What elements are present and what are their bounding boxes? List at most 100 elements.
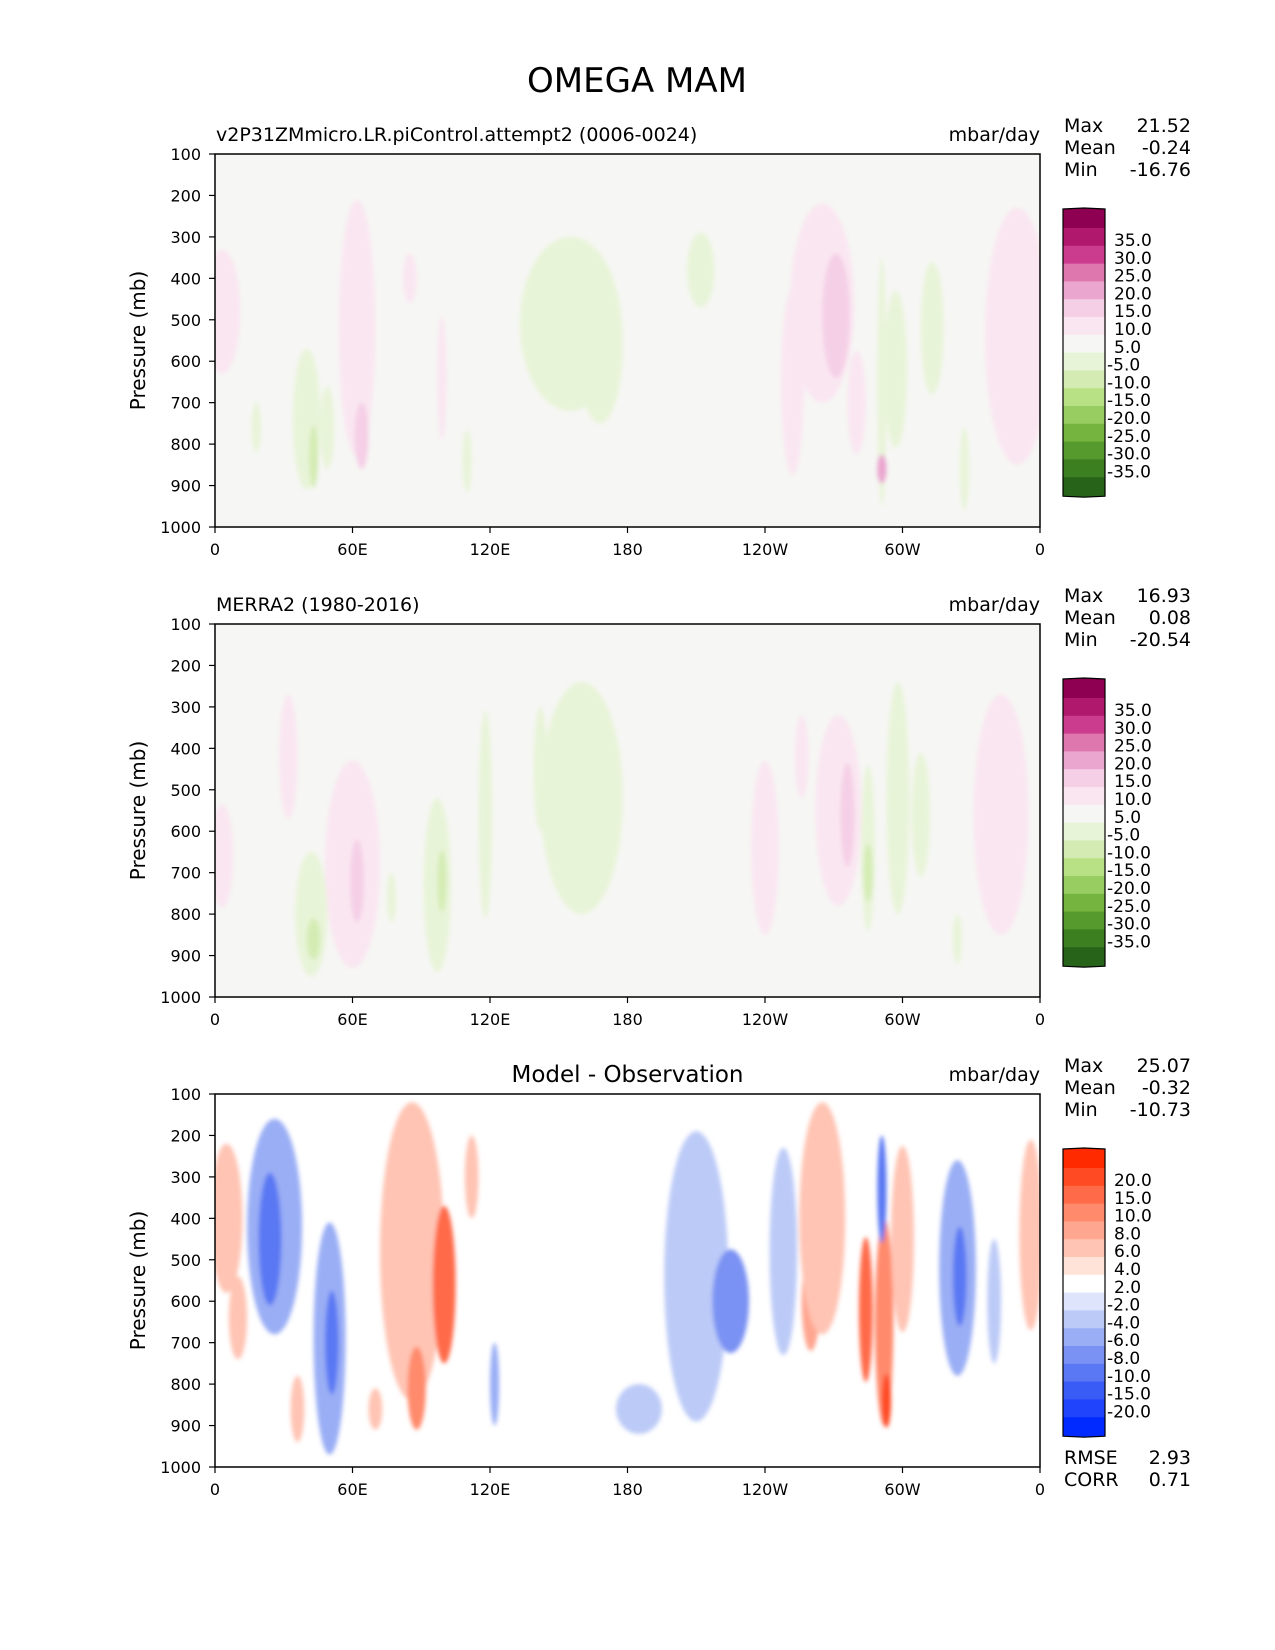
colorbar-tick-label: -25.0 <box>1107 897 1151 917</box>
colorbar-tick-label: 20.0 <box>1114 284 1152 304</box>
x-tick-label: 0 <box>1035 1480 1045 1499</box>
colorbar-segment <box>1063 733 1105 752</box>
y-tick-label: 600 <box>170 352 201 371</box>
contour-region <box>308 425 319 488</box>
y-tick-label: 600 <box>170 1292 201 1311</box>
contour-region <box>228 1276 248 1360</box>
contour-region <box>815 715 862 906</box>
colorbar-segment <box>1063 1185 1105 1205</box>
colorbar-tick-label: 2.0 <box>1114 1278 1141 1298</box>
contour-region <box>952 914 963 964</box>
colorbar-tick-label: -10.0 <box>1107 843 1151 863</box>
colorbar-outline <box>1062 207 1106 498</box>
x-tick-label: 60E <box>337 540 367 559</box>
colorbar-tick-label: -35.0 <box>1107 462 1151 482</box>
colorbar-segment <box>1063 459 1105 478</box>
panel-test: v2P31ZMmicro.LR.piControl.attempt2 (0006… <box>126 115 1191 559</box>
contour-region <box>769 1147 798 1356</box>
y-tick-label: 400 <box>170 1209 201 1228</box>
x-tick-label: 60E <box>337 1480 367 1499</box>
units-label: mbar/day <box>949 594 1040 616</box>
stat-label: Mean <box>1064 607 1116 629</box>
contour-region <box>1019 1139 1040 1331</box>
colorbar-tick-label: 15.0 <box>1114 772 1152 792</box>
stat-value: 21.52 <box>1137 115 1191 137</box>
colorbar-segment <box>1063 441 1105 460</box>
panels: v2P31ZMmicro.LR.piControl.attempt2 (0006… <box>126 115 1191 1499</box>
colorbar-segment <box>1063 1203 1105 1222</box>
units-label: mbar/day <box>949 124 1040 146</box>
x-tick-label: 180 <box>612 1480 643 1499</box>
figure-title: OMEGA MAM <box>527 61 747 101</box>
y-tick-label: 600 <box>170 822 201 841</box>
contour-region <box>664 1131 729 1422</box>
colorbar-segment <box>1063 1328 1105 1347</box>
y-tick-label: 800 <box>170 1375 201 1394</box>
colorbar-tick-label: 20.0 <box>1114 1171 1152 1191</box>
contour-region <box>490 1342 500 1426</box>
contour-region <box>215 804 234 908</box>
panel-title: MERRA2 (1980-2016) <box>216 594 420 616</box>
x-tick-label: 120E <box>470 1010 511 1029</box>
colorbar-tick-label: 6.0 <box>1114 1242 1141 1262</box>
colorbar-tick-label: 8.0 <box>1114 1224 1141 1244</box>
y-tick-label: 1000 <box>160 1458 201 1477</box>
stat-value: -0.32 <box>1142 1077 1191 1099</box>
contour-region <box>881 1373 892 1428</box>
colorbar-tick-label: 25.0 <box>1114 267 1152 287</box>
colorbar-segment <box>1063 787 1105 806</box>
colorbar-segment <box>1063 804 1105 824</box>
contour-region <box>847 350 866 455</box>
stat-value: -20.54 <box>1130 629 1191 651</box>
stat-value: 16.93 <box>1137 585 1191 607</box>
colorbar-tick-label: 5.0 <box>1114 808 1141 828</box>
contour-region <box>478 711 493 919</box>
colorbar-tick-label: -4.0 <box>1107 1313 1140 1333</box>
stat-label: Max <box>1064 1055 1103 1077</box>
y-axis-label: Pressure (mb) <box>126 741 150 881</box>
contour-region <box>886 682 910 915</box>
colorbar-tick-label: -8.0 <box>1107 1349 1140 1369</box>
contour-region <box>863 843 873 902</box>
colorbar-segment <box>1063 769 1105 788</box>
x-tick-label: 120W <box>742 1480 789 1499</box>
x-tick-label: 0 <box>210 1010 220 1029</box>
stat-value: -10.73 <box>1130 1099 1191 1121</box>
colorbar-tick-label: -15.0 <box>1107 1385 1151 1405</box>
colorbar-tick-label: 30.0 <box>1114 719 1152 739</box>
colorbar-segment <box>1063 822 1105 841</box>
contour-region <box>687 232 715 308</box>
colorbar-segment <box>1063 1399 1105 1418</box>
colorbar-segment <box>1063 245 1105 265</box>
colorbar-segment <box>1063 858 1105 877</box>
plot-background <box>215 154 1040 527</box>
contour-region <box>368 1388 383 1430</box>
colorbar-segment <box>1063 370 1105 389</box>
contour-region <box>325 1290 339 1395</box>
y-tick-label: 500 <box>170 311 201 330</box>
units-label: mbar/day <box>949 1064 1040 1086</box>
stat-value: 0.08 <box>1149 607 1191 629</box>
x-tick-label: 60W <box>884 540 920 559</box>
contour-region <box>911 752 930 877</box>
colorbar-extend-bottom <box>1063 947 1105 968</box>
y-tick-label: 200 <box>170 186 201 205</box>
colorbar-segment <box>1063 876 1105 895</box>
contour-region <box>215 249 241 374</box>
contour-region <box>884 290 908 449</box>
contour-region <box>306 918 321 960</box>
colorbar-segment <box>1063 893 1105 913</box>
contour-region <box>987 1239 1002 1364</box>
contour-region <box>437 315 447 440</box>
y-tick-label: 200 <box>170 656 201 675</box>
stat-label: Min <box>1064 1099 1098 1121</box>
contour-region <box>437 849 447 913</box>
colorbar: 20.015.010.08.06.04.02.0-2.0-4.0-6.0-8.0… <box>1062 1147 1152 1438</box>
y-tick-label: 400 <box>170 269 201 288</box>
contour-region <box>781 288 804 476</box>
stat-label: Min <box>1064 629 1098 651</box>
contour-region <box>423 798 452 973</box>
contour-region <box>279 694 298 819</box>
y-axis-label: Pressure (mb) <box>126 1211 150 1351</box>
